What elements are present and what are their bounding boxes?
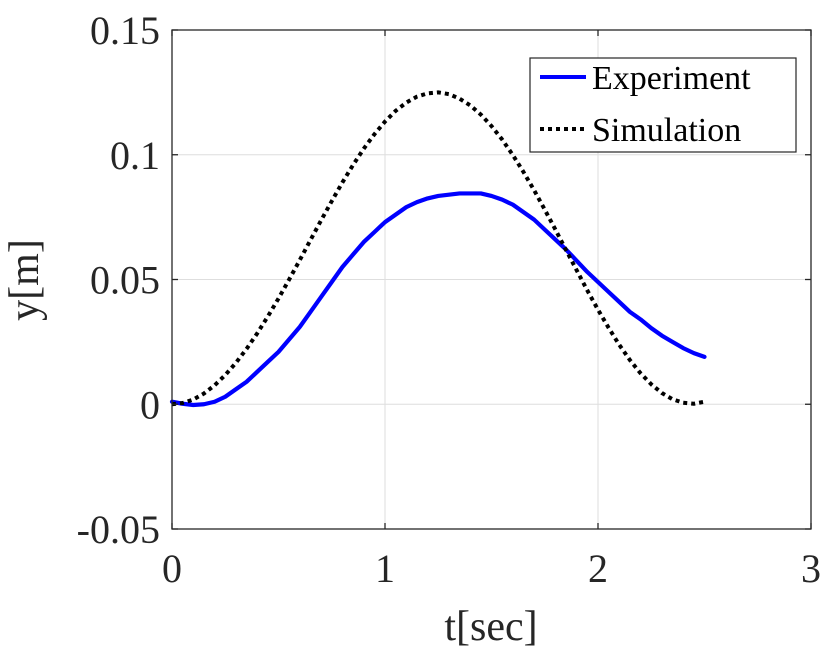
y-tick-label: -0.05: [77, 507, 160, 552]
x-tick-label: 3: [801, 546, 821, 591]
legend-label-experiment: Experiment: [592, 60, 751, 97]
y-tick-label: 0.15: [90, 8, 160, 53]
legend-label-simulation: Simulation: [592, 112, 741, 149]
legend-box: [529, 57, 797, 153]
series-group: [169, 90, 707, 408]
x-tick-label: 2: [588, 546, 608, 591]
x-tick-label: 0: [162, 546, 182, 591]
x-tick-label: 1: [375, 546, 395, 591]
y-axis-label: y[m]: [2, 239, 48, 321]
legend: Experiment Simulation: [529, 57, 797, 153]
x-axis-label: t[sec]: [444, 604, 537, 650]
y-tick-label: 0: [140, 382, 160, 427]
y-tick-label: 0.05: [90, 258, 160, 303]
series-line-experiment: [169, 191, 707, 408]
y-tick-label: 0.1: [110, 133, 160, 178]
series-line-simulation: [171, 90, 705, 407]
